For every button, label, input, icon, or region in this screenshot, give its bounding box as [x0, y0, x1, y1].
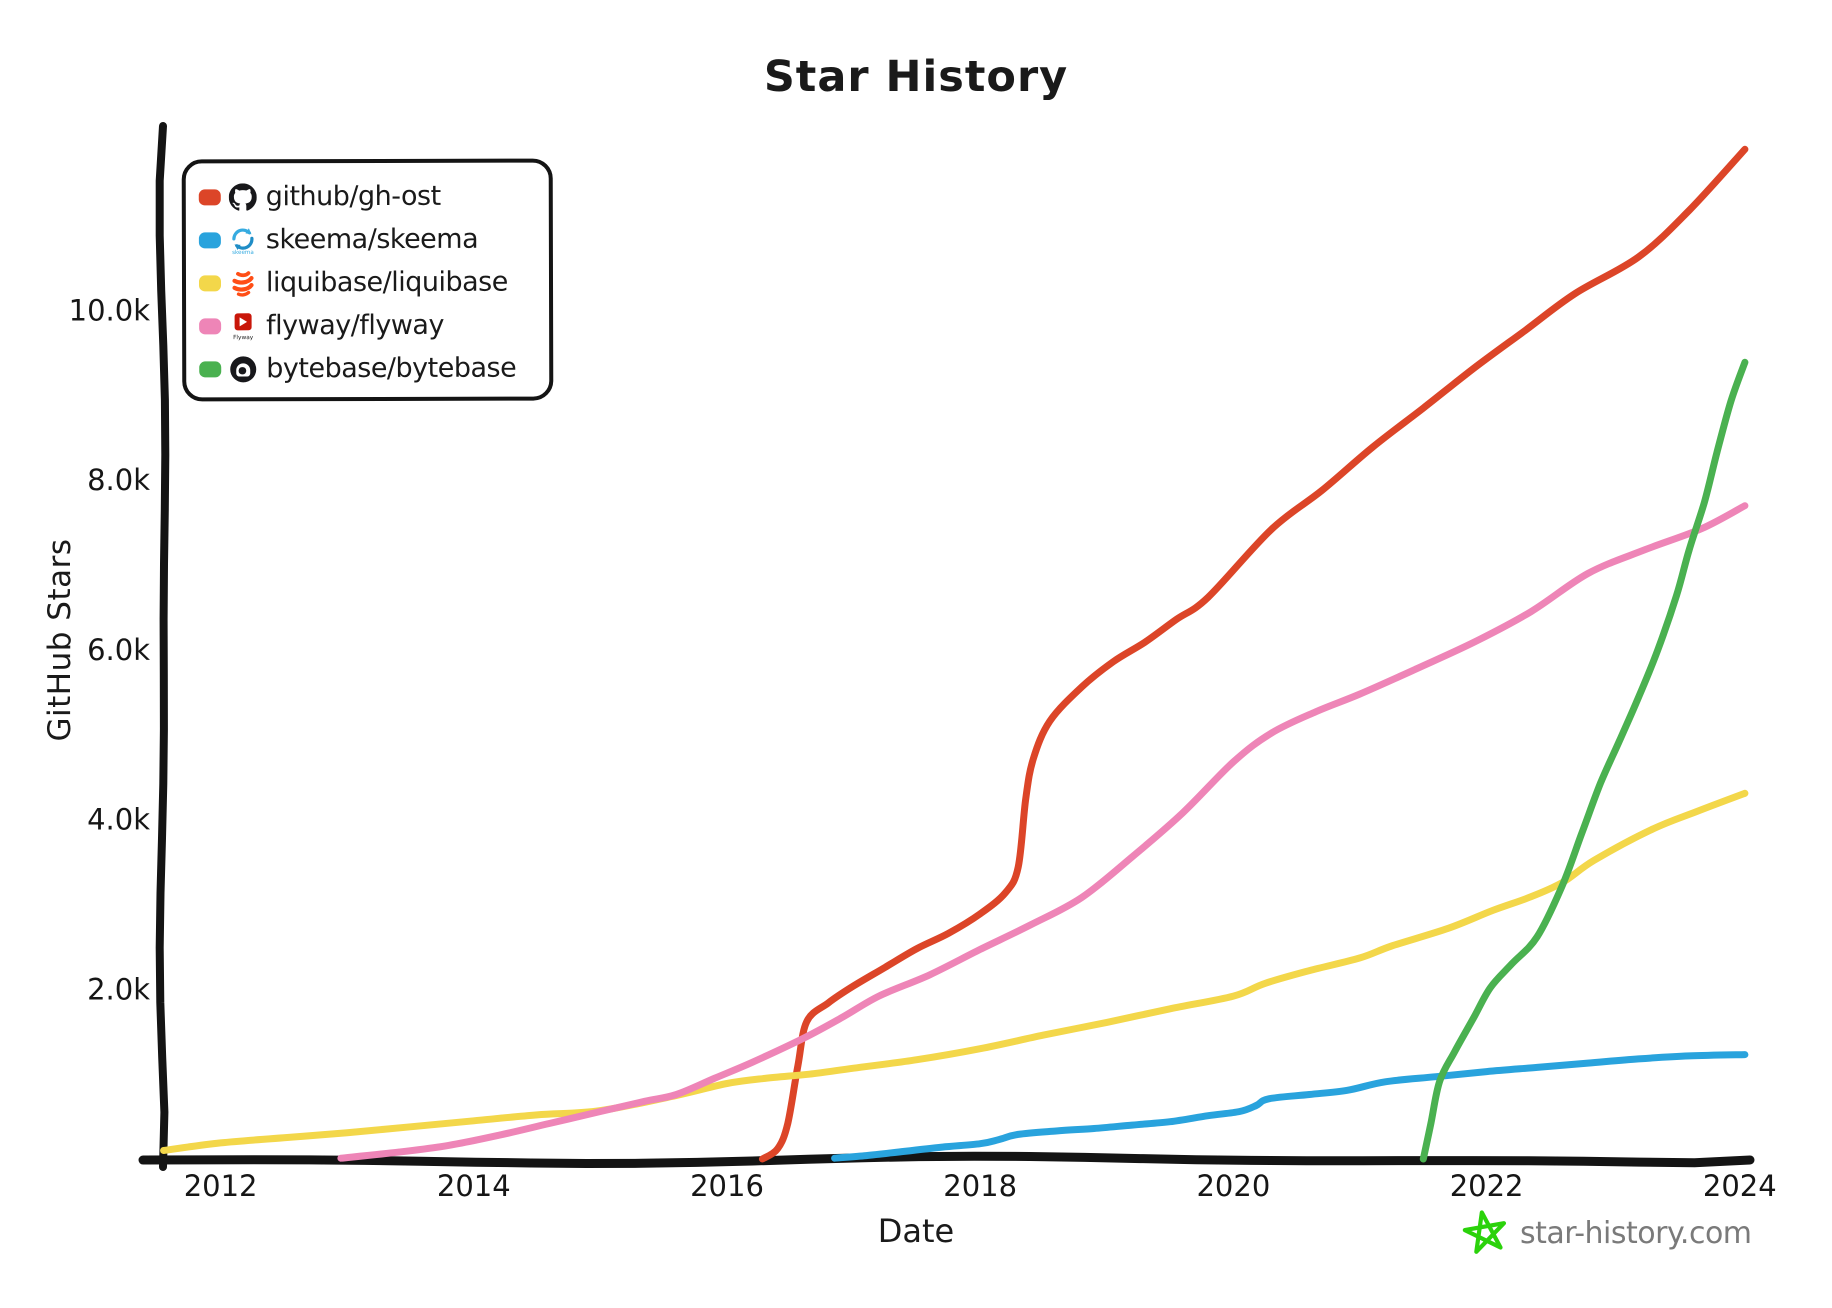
x-tick-label: 2024: [1703, 1169, 1777, 1203]
watermark-text: star-history.com: [1520, 1215, 1752, 1251]
series-line-bytebase-bytebase: [1419, 358, 1749, 1163]
series-line-github-gh-ost: [758, 145, 1749, 1163]
x-tick-label: 2022: [1450, 1169, 1524, 1203]
y-axis-line: [155, 122, 170, 1171]
y-tick-label: 10.0k: [69, 294, 151, 328]
legend-item-flyway[interactable]: Flyway flyway/flyway: [186, 304, 549, 348]
y-tick-label: 8.0k: [87, 463, 150, 497]
skeema-icon: skeema: [232, 227, 254, 254]
hand-drawn-star-icon: [1462, 1210, 1507, 1254]
x-tick-label: 2012: [184, 1169, 258, 1203]
series-line-flyway-flyway: [337, 502, 1749, 1162]
legend-swatch-flyway: [199, 317, 222, 334]
flyway-icon: Flyway: [233, 312, 254, 340]
watermark-link[interactable]: star-history.com: [1462, 1209, 1752, 1257]
legend-swatch-bytebase: [199, 360, 222, 377]
x-tick-label: 2018: [943, 1169, 1017, 1203]
x-axis-title: Date: [877, 1212, 955, 1250]
legend-swatch-skeema: [198, 231, 221, 248]
legend-box: github/gh-ost skeema skeema/skeema liqui…: [181, 158, 554, 402]
legend-swatch-gh-ost: [198, 188, 221, 205]
x-tick-label: 2014: [437, 1169, 511, 1203]
github-octocat-icon: [228, 182, 257, 211]
series-line-skeema-skeema: [831, 1051, 1749, 1162]
legend-label: bytebase/bytebase: [266, 352, 517, 385]
legend-label: flyway/flyway: [266, 309, 444, 342]
legend-label: liquibase/liquibase: [265, 266, 508, 299]
x-tick-label: 2020: [1196, 1169, 1270, 1203]
liquibase-icon: [232, 270, 254, 297]
legend-item-liquibase[interactable]: liquibase/liquibase: [186, 261, 549, 305]
x-axis-line: [138, 1151, 1755, 1169]
legend-item-github-gh-ost[interactable]: github/gh-ost: [186, 175, 549, 219]
legend-label: skeema/skeema: [265, 223, 479, 256]
x-tick-label: 2016: [690, 1169, 764, 1203]
legend-item-skeema[interactable]: skeema skeema/skeema: [186, 218, 549, 262]
bytebase-icon: [230, 355, 257, 382]
svg-text:skeema: skeema: [232, 249, 254, 253]
y-tick-label: 4.0k: [87, 803, 150, 837]
legend-item-bytebase[interactable]: bytebase/bytebase: [186, 347, 549, 391]
chart-title: Star History: [763, 52, 1069, 102]
series-line-liquibase-liquibase: [160, 789, 1749, 1154]
y-tick-label: 6.0k: [87, 633, 150, 667]
legend-swatch-liquibase: [198, 274, 222, 291]
svg-text:Flyway: Flyway: [233, 335, 254, 340]
y-tick-label: 2.0k: [87, 972, 150, 1006]
legend-label: github/gh-ost: [265, 180, 441, 213]
